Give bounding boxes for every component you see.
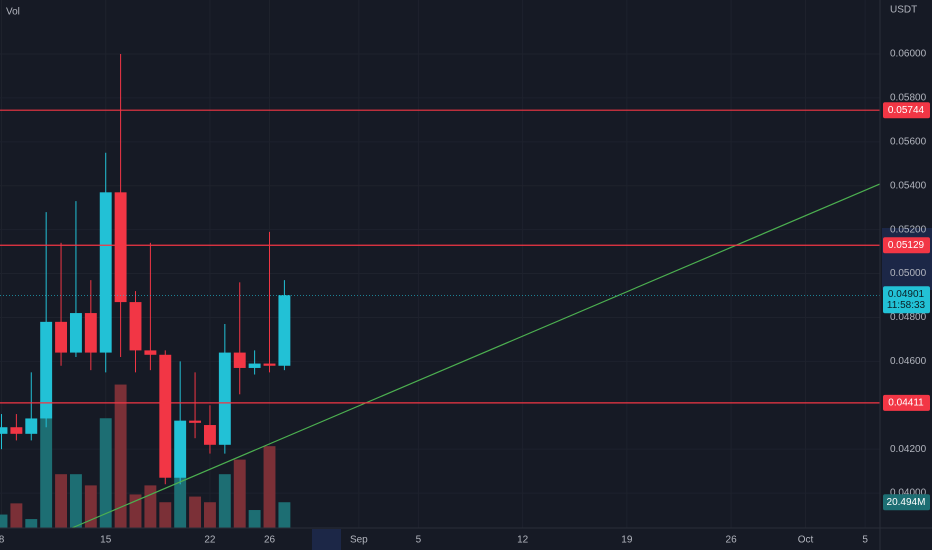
x-tick-label: 22 <box>204 535 216 546</box>
candle-body <box>278 295 291 366</box>
candle-body <box>159 354 172 478</box>
price-label-box <box>883 102 930 119</box>
price-label: 0.04411 <box>888 398 924 409</box>
x-tick-label: 19 <box>621 535 633 546</box>
candle-body <box>248 363 261 368</box>
x-tick-label: 26 <box>726 535 738 546</box>
y-tick-label: 0.05000 <box>890 268 927 279</box>
x-tick-label: 26 <box>264 535 276 546</box>
candle-body <box>0 427 8 434</box>
volume-label-box <box>883 494 930 511</box>
volume-title: Vol <box>6 7 20 18</box>
countdown-label: 11:58:33 <box>887 300 926 311</box>
candle-body <box>189 420 202 423</box>
volume-label: 20.494M <box>887 497 926 508</box>
volume-bar <box>278 502 291 528</box>
trend-line <box>71 183 881 529</box>
candle-body <box>69 313 82 353</box>
volume-bar <box>25 519 38 528</box>
volume-bar <box>203 502 216 528</box>
candle-body <box>40 321 53 419</box>
price-label: 0.05744 <box>888 105 925 116</box>
candle-body <box>263 363 276 366</box>
candle-body <box>99 192 112 353</box>
axis-unit: USDT <box>890 5 917 16</box>
y-tick-label: 0.05800 <box>890 93 927 104</box>
candle-body <box>174 420 187 478</box>
volume-bar <box>129 494 142 528</box>
y-tick-label: 0.04600 <box>890 356 927 367</box>
volume-bar <box>114 384 127 528</box>
candle-body <box>233 352 246 368</box>
candle-body <box>218 352 231 445</box>
candle-body <box>25 418 38 434</box>
price-label-box <box>883 237 930 254</box>
candle-body <box>55 321 68 353</box>
y-tick-label: 0.04800 <box>890 312 927 323</box>
y-tick-label: 0.05400 <box>890 180 927 191</box>
volume-bar <box>84 485 97 528</box>
x-tick-label: 5 <box>862 535 868 546</box>
x-tick-label: 5 <box>416 535 422 546</box>
axis-highlight <box>312 529 341 550</box>
volume-bar <box>159 502 172 528</box>
volume-bar <box>40 401 53 528</box>
price-label: 0.05129 <box>888 240 925 251</box>
volume-bar <box>10 503 23 528</box>
volume-bar <box>55 474 68 528</box>
y-tick-label: 0.04000 <box>890 488 927 499</box>
candle-body <box>10 427 23 434</box>
volume-bar <box>99 418 112 528</box>
volume-bar <box>144 485 157 528</box>
candle-body <box>114 192 127 303</box>
price-label-box <box>883 394 930 411</box>
x-tick-label: Oct <box>798 535 814 546</box>
x-tick-label: 15 <box>100 535 112 546</box>
candle-body <box>203 425 216 445</box>
candle-body <box>129 302 142 351</box>
volume-bar <box>69 474 82 528</box>
price-label: 0.04901 <box>888 289 925 300</box>
y-tick-label: 0.04200 <box>890 444 927 455</box>
candle-body <box>144 350 157 355</box>
volume-bar <box>263 446 276 528</box>
y-tick-label: 0.06000 <box>890 49 927 60</box>
y-tick-label: 0.05600 <box>890 136 927 147</box>
volume-bar <box>0 514 8 528</box>
volume-bar <box>189 496 202 528</box>
price-label-box <box>883 286 930 314</box>
volume-bar <box>218 474 231 528</box>
x-tick-label: 8 <box>0 535 5 546</box>
x-tick-label: Sep <box>350 535 368 546</box>
volume-bar <box>233 459 246 528</box>
y-tick-label: 0.05200 <box>890 224 927 235</box>
volume-bar <box>248 510 261 528</box>
x-tick-label: 12 <box>517 535 529 546</box>
candle-body <box>84 313 97 353</box>
volume-bar <box>174 476 187 528</box>
